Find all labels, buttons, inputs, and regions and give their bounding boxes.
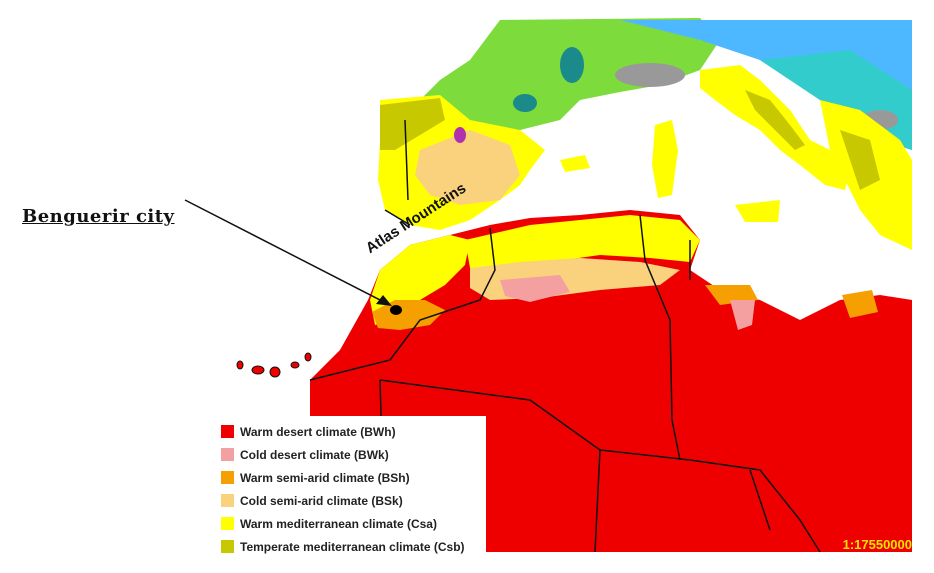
callout-arrowhead bbox=[376, 295, 392, 306]
iberia-highland bbox=[454, 127, 466, 143]
legend-item-csa: Warm mediterranean climate (Csa) bbox=[218, 512, 486, 535]
map-scale-label: 1:17550000 bbox=[842, 537, 912, 552]
legend-swatch-csb bbox=[221, 540, 234, 553]
balearic-islands bbox=[560, 155, 590, 172]
legend-item-bwk: Cold desert climate (BWk) bbox=[218, 443, 486, 466]
italy-csb-belt bbox=[745, 90, 805, 150]
legend-label-csb: Temperate mediterranean climate (Csb) bbox=[240, 539, 465, 554]
maghreb-bwk bbox=[500, 275, 570, 302]
legend-item-bsk: Cold semi-arid climate (BSk) bbox=[218, 489, 486, 512]
teal-patch bbox=[560, 47, 584, 83]
sicily bbox=[735, 200, 780, 222]
city-label: Benguerir city bbox=[22, 206, 175, 227]
morocco-bsh bbox=[372, 300, 445, 330]
canary-islands bbox=[236, 352, 312, 378]
iberia-csb bbox=[380, 98, 445, 150]
iberia-bsk bbox=[415, 130, 520, 205]
legend-swatch-bsk bbox=[221, 494, 234, 507]
teal-patch-2 bbox=[513, 94, 537, 112]
callout-arrow-line bbox=[184, 199, 385, 303]
legend-swatch-bsh bbox=[221, 471, 234, 484]
alps-highland bbox=[615, 63, 685, 87]
libya-bwk bbox=[730, 300, 755, 330]
map-legend: Warm desert climate (BWh) Cold desert cl… bbox=[218, 416, 486, 556]
benguerir-marker bbox=[390, 305, 402, 315]
country-borders bbox=[309, 119, 821, 553]
legend-item-bwh: Warm desert climate (BWh) bbox=[218, 420, 486, 443]
cyrenaica-bsh bbox=[842, 290, 878, 318]
legend-label-csa: Warm mediterranean climate (Csa) bbox=[240, 516, 437, 531]
legend-label-bwh: Warm desert climate (BWh) bbox=[240, 424, 396, 439]
legend-label-bsk: Cold semi-arid climate (BSk) bbox=[240, 493, 403, 508]
legend-swatch-csa bbox=[221, 517, 234, 530]
legend-label-bsh: Warm semi-arid climate (BSh) bbox=[240, 470, 410, 485]
legend-item-bsh: Warm semi-arid climate (BSh) bbox=[218, 466, 486, 489]
legend-label-bwk: Cold desert climate (BWk) bbox=[240, 447, 389, 462]
balkans-csb bbox=[840, 130, 880, 190]
legend-swatch-bwh bbox=[221, 425, 234, 438]
legend-swatch-bwk bbox=[221, 448, 234, 461]
corsica-sardinia bbox=[652, 120, 678, 198]
legend-item-csb: Temperate mediterranean climate (Csb) bbox=[218, 535, 486, 558]
